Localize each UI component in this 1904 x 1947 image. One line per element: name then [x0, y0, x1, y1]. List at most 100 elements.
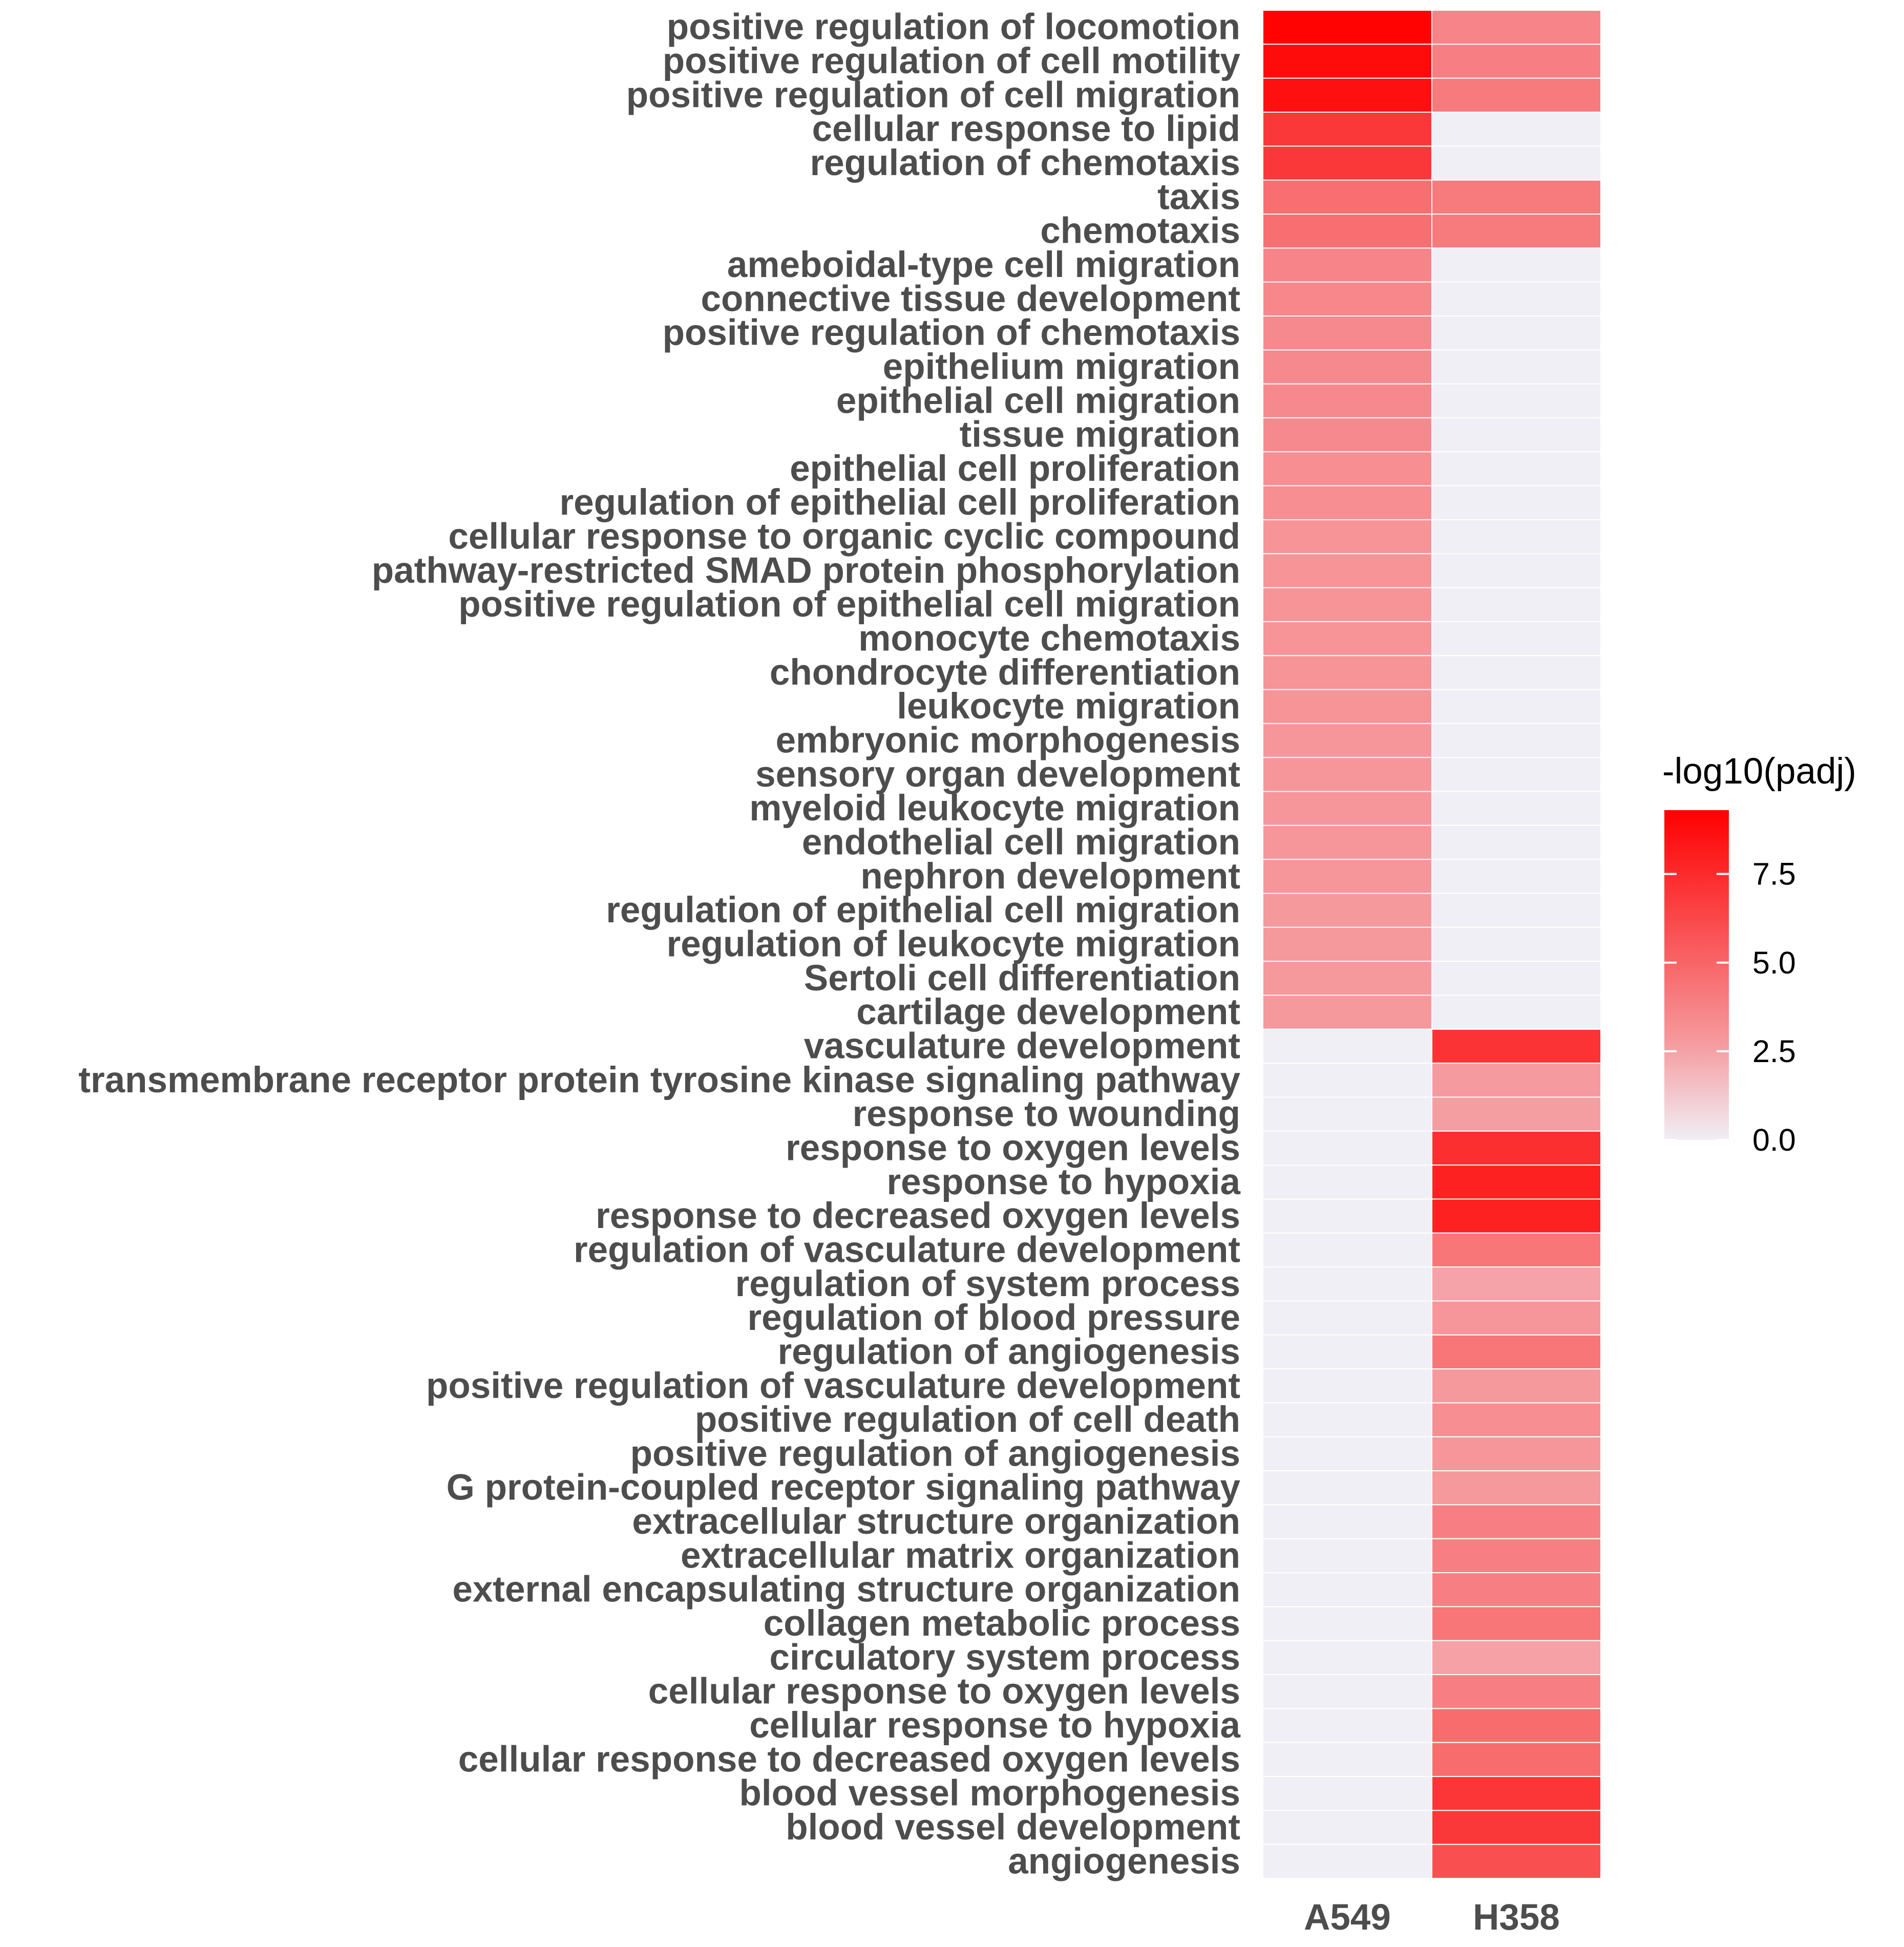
heatmap-cell: [1431, 417, 1601, 453]
row-label: vasculature development: [804, 1026, 1240, 1066]
heatmap-cell: [1431, 553, 1601, 588]
row-label: epithelial cell migration: [836, 380, 1240, 421]
heatmap-cell: [1262, 655, 1432, 690]
heatmap-cell: [1262, 1028, 1432, 1064]
row-label: positive regulation of vasculature devel…: [426, 1366, 1240, 1406]
heatmap-cell: [1431, 179, 1601, 215]
heatmap-cell: [1431, 519, 1601, 555]
row-label: cellular response to oxygen levels: [648, 1671, 1240, 1712]
heatmap-cell: [1431, 893, 1601, 928]
row-label: pathway-restricted SMAD protein phosphor…: [372, 551, 1240, 591]
legend-tick-label: 7.5: [1752, 857, 1796, 892]
heatmap-cell: [1262, 1538, 1432, 1574]
column-label: H358: [1473, 1897, 1560, 1938]
heatmap-cell: [1431, 723, 1601, 758]
heatmap-cell: [1431, 1742, 1601, 1777]
heatmap-cell: [1431, 757, 1601, 792]
row-label: extracellular structure organization: [632, 1501, 1240, 1542]
row-label: taxis: [1157, 177, 1240, 217]
row-label: response to decreased oxygen levels: [596, 1196, 1240, 1236]
heatmap-cell: [1262, 1810, 1432, 1845]
heatmap-cell: [1431, 44, 1601, 79]
heatmap-cell: [1262, 1674, 1432, 1709]
row-label: chondrocyte differentiation: [770, 652, 1240, 693]
heatmap-cell: [1431, 1436, 1601, 1472]
row-label: angiogenesis: [1008, 1841, 1240, 1881]
heatmap-cell: [1262, 689, 1432, 724]
heatmap-cell: [1431, 1300, 1601, 1336]
row-label: response to wounding: [853, 1094, 1240, 1134]
heatmap-cell: [1431, 145, 1601, 181]
heatmap-cell: [1262, 1742, 1432, 1777]
legend-tick-label: 0.0: [1752, 1123, 1796, 1157]
heatmap-cell: [1262, 926, 1432, 962]
heatmap-cell: [1431, 1198, 1601, 1234]
heatmap-cell: [1262, 1436, 1432, 1472]
legend-colorbar: [1664, 810, 1729, 1140]
row-label: regulation of chemotaxis: [810, 143, 1240, 183]
row-label: chemotaxis: [1040, 211, 1240, 251]
row-label: regulation of epithelial cell migration: [606, 890, 1240, 930]
legend-tick-label: 2.5: [1752, 1034, 1796, 1069]
heatmap-cell: [1262, 893, 1432, 928]
heatmap-cell: [1262, 1165, 1432, 1200]
heatmap-cell: [1262, 111, 1432, 147]
row-label: positive regulation of cell migration: [626, 75, 1240, 115]
heatmap-cell: [1431, 1063, 1601, 1098]
heatmap-cell: [1431, 1504, 1601, 1539]
heatmap-cell: [1431, 1402, 1601, 1437]
row-label: leukocyte migration: [897, 686, 1240, 727]
heatmap-cell: [1431, 111, 1601, 147]
heatmap-cell: [1262, 1572, 1432, 1607]
heatmap-cell: [1431, 1810, 1601, 1845]
row-label: epithelium migration: [883, 347, 1240, 387]
heatmap-cell: [1262, 994, 1432, 1030]
heatmap-cell: [1431, 77, 1601, 113]
row-label: positive regulation of epithelial cell m…: [458, 584, 1240, 625]
row-label: blood vessel morphogenesis: [739, 1773, 1240, 1814]
row-label: response to oxygen levels: [786, 1128, 1240, 1168]
row-label: positive regulation of cell death: [695, 1400, 1240, 1440]
row-labels: positive regulation of locomotionpositiv…: [78, 7, 1240, 1882]
row-label: embryonic morphogenesis: [776, 721, 1240, 761]
row-label: cellular response to lipid: [812, 109, 1240, 150]
column-label: A549: [1304, 1897, 1391, 1938]
heatmap-cell: [1431, 791, 1601, 826]
legend-title: -log10(padj): [1662, 751, 1856, 792]
heatmap-cell: [1262, 1266, 1432, 1302]
row-label: regulation of epithelial cell proliferat…: [560, 482, 1240, 523]
row-label: monocyte chemotaxis: [858, 619, 1240, 659]
row-label: cartilage development: [856, 992, 1240, 1032]
heatmap-cell: [1431, 824, 1601, 860]
row-label: regulation of system process: [735, 1264, 1240, 1304]
legend-tick-label: 5.0: [1752, 945, 1796, 980]
color-legend: -log10(padj) 0.0 2.5 5.0 7.5: [1662, 751, 1856, 1157]
heatmap-cell: [1262, 1470, 1432, 1506]
row-label: ameboidal-type cell migration: [727, 245, 1240, 285]
row-label: cellular response to organic cyclic comp…: [448, 517, 1240, 557]
row-label: regulation of angiogenesis: [778, 1331, 1240, 1372]
heatmap-cell: [1431, 315, 1601, 351]
heatmap-cell: [1262, 1402, 1432, 1437]
heatmap-cell: [1431, 1130, 1601, 1166]
row-label: blood vessel development: [786, 1807, 1240, 1848]
heatmap-cell: [1262, 315, 1432, 351]
heatmap-cell: [1431, 1708, 1601, 1743]
heatmap-cell: [1262, 1504, 1432, 1539]
heatmap-cell: [1262, 757, 1432, 792]
row-label: positive regulation of cell motility: [663, 41, 1241, 81]
heatmap-cell: [1262, 1232, 1432, 1268]
heatmap-cell: [1431, 1470, 1601, 1506]
row-label: epithelial cell proliferation: [790, 449, 1240, 489]
row-label: Sertoli cell differentiation: [804, 958, 1240, 999]
heatmap-cell: [1262, 859, 1432, 894]
heatmap-cell: [1262, 1708, 1432, 1743]
heatmap-cell: [1431, 1844, 1601, 1879]
legend-ticks: 0.0 2.5 5.0 7.5: [1664, 857, 1796, 1157]
row-label: sensory organ development: [755, 754, 1240, 795]
row-label: positive regulation of chemotaxis: [663, 313, 1240, 353]
heatmap-cell: [1431, 961, 1601, 996]
heatmap-cell: [1262, 587, 1432, 622]
heatmap-cell: [1262, 553, 1432, 588]
